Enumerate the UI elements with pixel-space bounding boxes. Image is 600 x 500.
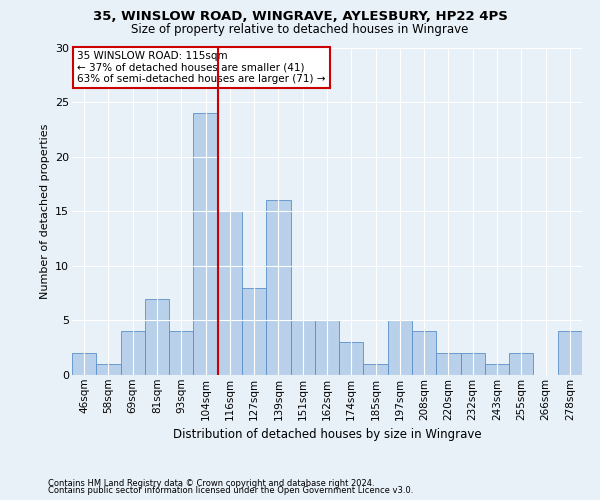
Bar (266, 200, 290, 375)
Bar (315, 320, 339, 375)
Bar (72, 353, 96, 375)
Bar (218, 211, 242, 375)
Bar (242, 288, 266, 375)
Bar (485, 364, 509, 375)
Bar (96, 364, 121, 375)
Bar (509, 353, 533, 375)
Bar (121, 332, 145, 375)
X-axis label: Distribution of detached houses by size in Wingrave: Distribution of detached houses by size … (173, 428, 481, 441)
Bar (436, 353, 461, 375)
Text: Contains public sector information licensed under the Open Government Licence v3: Contains public sector information licen… (48, 486, 413, 495)
Bar (461, 353, 485, 375)
Bar (364, 364, 388, 375)
Bar (145, 298, 169, 375)
Text: 35, WINSLOW ROAD, WINGRAVE, AYLESBURY, HP22 4PS: 35, WINSLOW ROAD, WINGRAVE, AYLESBURY, H… (92, 10, 508, 23)
Bar (290, 320, 315, 375)
Bar (558, 332, 582, 375)
Bar (412, 332, 436, 375)
Bar (388, 320, 412, 375)
Text: 35 WINSLOW ROAD: 115sqm
← 37% of detached houses are smaller (41)
63% of semi-de: 35 WINSLOW ROAD: 115sqm ← 37% of detache… (77, 51, 326, 84)
Text: Size of property relative to detached houses in Wingrave: Size of property relative to detached ho… (131, 22, 469, 36)
Bar (169, 332, 193, 375)
Y-axis label: Number of detached properties: Number of detached properties (40, 124, 50, 299)
Text: Contains HM Land Registry data © Crown copyright and database right 2024.: Contains HM Land Registry data © Crown c… (48, 478, 374, 488)
Bar (339, 342, 364, 375)
Bar (193, 113, 218, 375)
